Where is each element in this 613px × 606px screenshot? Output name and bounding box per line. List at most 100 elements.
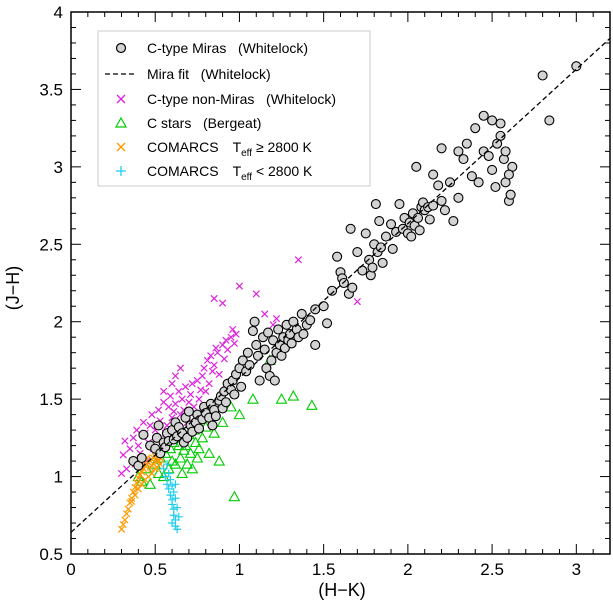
point-x <box>227 333 235 341</box>
point-mira <box>153 420 164 431</box>
point-cstar <box>305 399 318 410</box>
point-x <box>153 463 161 471</box>
point-mira <box>433 180 444 191</box>
point-cstar <box>208 427 221 438</box>
point-x <box>197 386 205 394</box>
point-x <box>235 282 244 290</box>
point-cstar <box>184 447 197 458</box>
point-plus <box>168 519 177 528</box>
legend-marker-cstars <box>114 116 128 128</box>
point-mira <box>394 198 405 210</box>
point-mira <box>318 301 329 312</box>
point-mira <box>483 150 494 162</box>
point-x <box>198 372 207 380</box>
point-x <box>124 505 132 513</box>
point-x <box>166 392 175 400</box>
point-mira <box>273 324 284 335</box>
series-comarcs-teff-2800-k <box>117 452 164 533</box>
legend-comarcs-cool-cond: < 2800 K <box>252 163 313 179</box>
point-x <box>128 497 136 505</box>
point-x <box>200 364 208 372</box>
data-marks <box>71 37 610 534</box>
point-mira <box>347 282 358 293</box>
point-x <box>203 356 212 365</box>
point-x <box>148 411 156 419</box>
legend-comarcs-hot-name: COMARCS <box>147 139 219 155</box>
point-mira <box>495 118 506 129</box>
point-x <box>232 330 240 338</box>
point-mira <box>428 169 439 180</box>
point-cstar <box>144 478 157 489</box>
point-plus <box>174 512 183 521</box>
point-mira <box>266 355 277 366</box>
y-tick-label: 3 <box>54 158 63 177</box>
point-x <box>171 372 180 380</box>
point-x <box>175 387 183 396</box>
point-x <box>119 520 127 529</box>
point-cstar <box>176 467 189 479</box>
point-mira <box>436 143 447 154</box>
point-x <box>133 479 141 487</box>
point-cstar <box>174 451 187 463</box>
legend-box <box>97 30 371 187</box>
point-mira <box>269 375 280 386</box>
series-c-type-miras-whitelock- <box>128 61 582 471</box>
y-tick-label: 2 <box>54 313 63 332</box>
point-x <box>117 525 126 533</box>
legend-comarcs-cool-name: COMARCS <box>147 163 219 179</box>
series-c-stars-bergeat- <box>132 354 318 502</box>
point-x <box>122 510 131 518</box>
point-mira <box>259 344 270 355</box>
point-x <box>188 380 196 388</box>
point-mira <box>414 225 425 236</box>
point-mira <box>500 146 511 157</box>
point-x <box>139 418 148 426</box>
point-x <box>207 352 215 360</box>
point-mira <box>254 375 265 386</box>
point-mira <box>321 318 333 329</box>
legend-label-comarcs-cool: COMARCS Teff < 2800 K <box>147 163 313 183</box>
point-mira <box>487 164 498 176</box>
point-cstar <box>152 467 165 479</box>
point-mira <box>242 347 253 358</box>
point-mira <box>357 265 368 276</box>
legend-comarcs-cool-sub: eff <box>241 172 252 183</box>
point-mira <box>380 231 392 242</box>
point-x <box>294 256 303 264</box>
point-x <box>202 387 210 396</box>
point-x <box>212 344 220 352</box>
point-mira <box>229 389 240 400</box>
point-x <box>181 383 190 391</box>
x-tick-label: 2.5 <box>480 560 504 579</box>
point-x <box>129 434 137 442</box>
point-mira <box>183 406 194 417</box>
y-tick-label: 1.5 <box>39 390 63 409</box>
point-mira <box>466 171 477 182</box>
series-c-type-non-miras-whitelock- <box>117 256 361 478</box>
point-mira <box>138 429 149 440</box>
point-mira <box>461 138 472 149</box>
point-cstar <box>186 462 199 474</box>
point-x <box>138 480 146 488</box>
point-cstar <box>216 416 229 427</box>
mira-fit-line <box>71 37 610 533</box>
x-axis-title: (H−K) <box>318 580 366 600</box>
point-x <box>121 437 129 445</box>
point-mira <box>470 123 481 134</box>
point-x <box>186 390 195 399</box>
point-mira <box>387 243 398 254</box>
point-mira <box>249 316 260 327</box>
y-tick-label: 3.5 <box>39 80 63 99</box>
x-tick-label: 1 <box>235 560 244 579</box>
legend-comarcs-hot-cond: ≥ 2800 K <box>252 139 312 155</box>
point-x <box>131 491 139 499</box>
point-x <box>272 314 281 323</box>
y-axis-title: (J−H) <box>3 266 23 311</box>
point-x <box>205 380 213 388</box>
point-mira <box>458 154 469 165</box>
point-plus <box>166 475 175 484</box>
point-mira <box>237 355 248 366</box>
point-mira <box>236 381 247 392</box>
point-mira <box>296 308 307 320</box>
point-x <box>121 516 129 524</box>
